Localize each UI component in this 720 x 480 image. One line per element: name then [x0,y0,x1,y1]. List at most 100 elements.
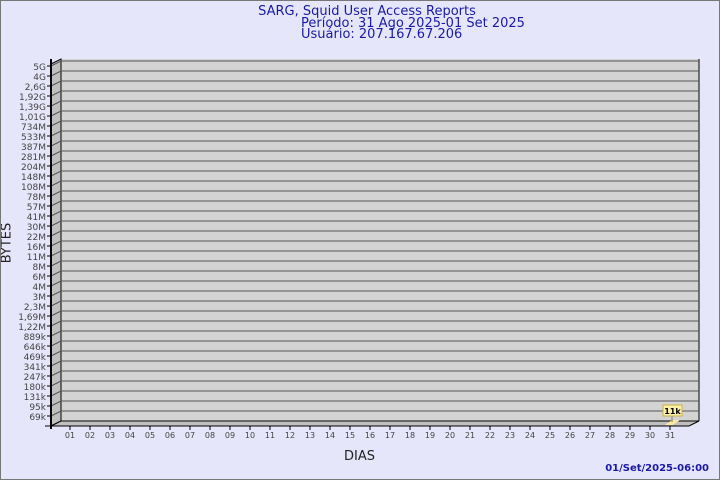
y-tick-label: 1,01G [19,113,46,123]
gridline [50,410,699,417]
x-axis-label: DIAS [344,449,375,464]
gridline [50,330,699,337]
gridline [50,390,699,397]
x-tick-label: 08 [205,431,215,440]
gridline [50,60,699,67]
y-tick-label: 889k [24,333,47,343]
back-wall [61,59,699,421]
x-tick-label: 20 [445,431,455,440]
y-tick-label: 108M [21,183,46,193]
y-tick-label: 1,69M [18,313,46,323]
x-tick-label: 04 [125,431,135,440]
gridline [50,260,699,267]
y-tick-label: 646k [24,343,47,353]
gridline [50,210,699,217]
x-tick-label: 15 [345,431,355,440]
bar [665,420,680,425]
y-tick-label: 5G [33,63,46,73]
gridline [50,190,699,197]
gridline [50,280,699,287]
y-tick-label: 4G [33,73,46,83]
gridline [50,110,699,117]
y-tick-label: 1,39G [19,103,46,113]
y-tick-label: 533M [21,133,46,143]
gridline [50,240,699,247]
gridline [50,80,699,87]
x-tick-label: 11 [265,431,275,440]
x-tick-label: 09 [225,431,235,440]
y-tick-label: 8M [33,263,47,273]
gridline [50,380,699,387]
gridline [50,220,699,227]
y-tick-label: 387M [21,143,46,153]
x-tick-label: 07 [185,431,195,440]
gridline [50,230,699,237]
gridline [50,300,699,307]
y-tick-label: 4M [33,283,47,293]
y-tick-label: 30M [27,223,46,233]
user: Usuário: 207.167.67.206 [301,27,463,42]
y-tick-label: 78M [27,193,46,203]
x-tick-label: 05 [145,431,155,440]
gridline [50,150,699,157]
x-tick-label: 02 [85,431,95,440]
x-tick-label: 22 [485,431,495,440]
gridline [50,290,699,297]
y-tick-label: 22M [27,233,46,243]
data-label: 11k [664,407,681,416]
gridline [50,130,699,137]
gridline [50,310,699,317]
gridline [50,140,699,147]
y-axis-label: BYTES [0,222,15,264]
y-tick-label: 204M [21,163,46,173]
y-tick-label: 95k [29,403,46,413]
period: Período: 31 Ago 2025-01 Set 2025 [301,16,525,31]
gridline [50,170,699,177]
y-tick-label: 6M [33,273,47,283]
gridline [50,100,699,107]
x-tick-label: 03 [105,431,115,440]
x-tick-label: 18 [405,431,415,440]
x-tick-label: 06 [165,431,175,440]
gridline [50,180,699,187]
y-tick-label: 281M [21,153,46,163]
y-tick-label: 2,3M [24,303,46,313]
gridline [50,160,699,167]
gridline [50,200,699,207]
gridline [50,320,699,327]
y-tick-label: 131k [24,393,47,403]
y-tick-label: 148M [21,173,46,183]
x-tick-label: 28 [605,431,615,440]
x-tick-label: 01 [65,431,75,440]
gridline [50,340,699,347]
x-tick-label: 19 [425,431,435,440]
y-tick-label: 41M [27,213,46,223]
y-tick-label: 3M [33,293,47,303]
x-tick-label: 13 [305,431,315,440]
y-tick-label: 69k [29,413,46,423]
x-tick-label: 10 [245,431,255,440]
gridline [50,250,699,257]
x-tick-label: 21 [465,431,475,440]
y-tick-label: 1,92G [19,93,46,103]
gridline [50,350,699,357]
gridline [50,370,699,377]
x-tick-label: 27 [585,431,595,440]
timestamp: 01/Set/2025-06:00 [605,463,709,474]
gridline [50,270,699,277]
x-tick-label: 30 [645,431,655,440]
y-tick-label: 16M [27,243,46,253]
x-tick-label: 29 [625,431,635,440]
y-tick-label: 57M [27,203,46,213]
y-tick-label: 469k [24,353,47,363]
gridline [50,120,699,127]
x-tick-label: 14 [325,431,335,440]
data-label-box [662,404,683,417]
gridline [50,90,699,97]
x-tick-label: 17 [385,431,395,440]
x-tick-label: 16 [365,431,375,440]
y-tick-label: 2,6G [25,83,46,93]
y-tick-label: 180k [24,383,47,393]
